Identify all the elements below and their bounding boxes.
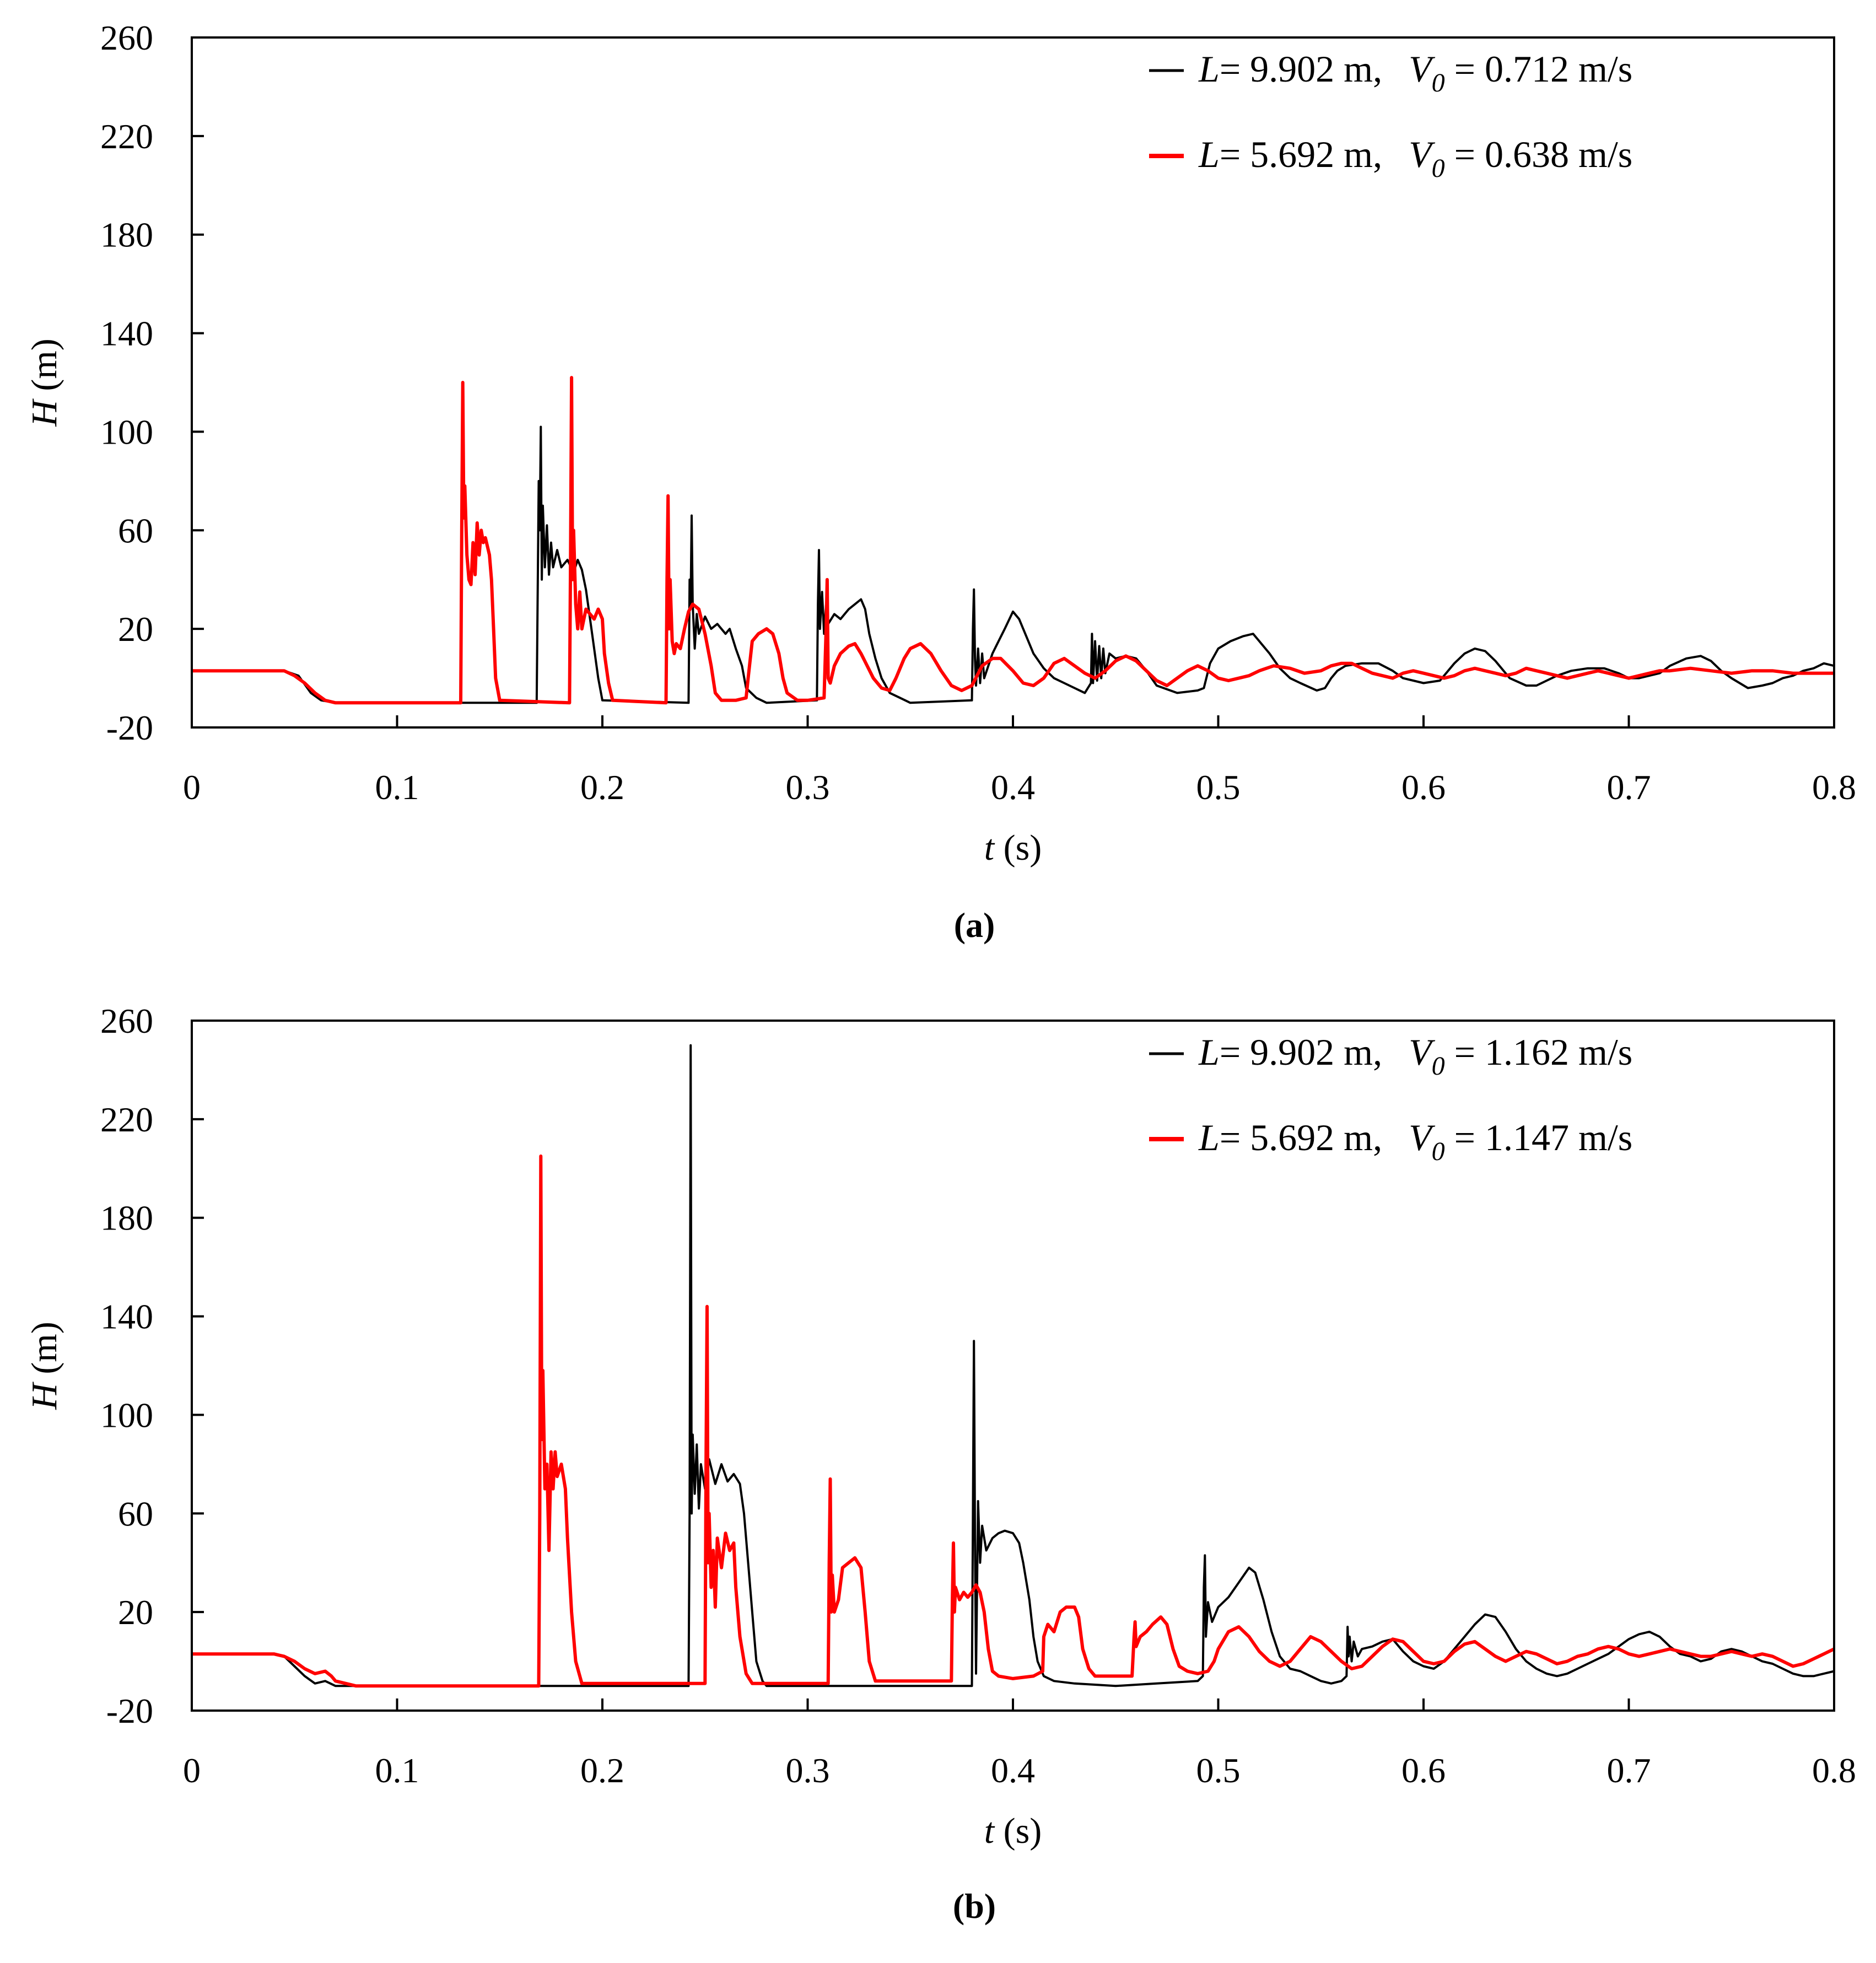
chart-panel-a: 0 0.1 0.2 0.3 0.4 0.5 0.6 0.7 0.8 -20 20 60 100 140 18… [24, 18, 1856, 945]
x-tick-label: 0.5 [1196, 768, 1241, 807]
y-tick-label: 60 [118, 511, 153, 550]
x-tick-label: 0.1 [375, 768, 419, 807]
y-tick-label: 60 [118, 1494, 153, 1533]
y-tick-label: 180 [100, 1199, 153, 1238]
legend-entry-l9902: L= 9.902 m, V0 = 1.162 m/s [1198, 1031, 1632, 1081]
x-tick-label: 0.7 [1607, 768, 1651, 807]
x-tick-label: 0.1 [375, 1751, 419, 1790]
y-axis-title: H (m) [24, 338, 64, 427]
series-line-l9902 [192, 425, 1835, 704]
x-tick-label: 0.6 [1401, 1751, 1446, 1790]
x-tick-label: 0 [183, 1751, 201, 1790]
x-tick-label: 0.6 [1401, 768, 1446, 807]
x-tick-label: 0.5 [1196, 1751, 1241, 1790]
legend-entry-l5692: L= 5.692 m, V0 = 1.147 m/s [1198, 1117, 1632, 1166]
y-tick-label: 100 [100, 412, 153, 451]
series-line-l5692 [192, 376, 1834, 705]
x-tick-label: 0.8 [1812, 768, 1856, 807]
panel-label: (b) [953, 1886, 996, 1926]
y-tick-label: 260 [100, 1001, 153, 1040]
x-axis-title: t (s) [984, 828, 1042, 868]
y-tick-label: 20 [118, 1593, 153, 1632]
x-tick-label: 0.2 [580, 1751, 624, 1790]
x-tick-label: 0.8 [1812, 1751, 1856, 1790]
y-axis-title: H (m) [24, 1322, 64, 1410]
legend-entry-l5692: L= 5.692 m, V0 = 0.638 m/s [1198, 133, 1632, 183]
x-tick-label: 0.2 [580, 768, 624, 807]
x-tick-label: 0.3 [786, 1751, 830, 1790]
y-tick-label: 140 [100, 1297, 153, 1336]
x-tick-label: 0.3 [786, 768, 830, 807]
x-axis-title: t (s) [984, 1811, 1042, 1851]
y-tick-label: 260 [100, 18, 153, 57]
x-tick-label: 0.4 [991, 1751, 1035, 1790]
y-tick-label: 100 [100, 1395, 153, 1435]
y-tick-label: -20 [106, 1691, 153, 1730]
series-line-l5692 [192, 1154, 1835, 1688]
y-tick-label: -20 [106, 708, 153, 747]
y-tick-label: 20 [118, 610, 153, 649]
legend-entry-l9902: L= 9.902 m, V0 = 0.712 m/s [1198, 48, 1632, 98]
y-tick-label: 180 [100, 215, 153, 255]
chart-panel-b: 0 0.1 0.2 0.3 0.4 0.5 0.6 0.7 0.8 -20 20 60 100 140 18… [24, 1001, 1856, 1926]
panel-label: (a) [954, 905, 995, 945]
x-tick-label: 0.4 [991, 768, 1035, 807]
x-tick-label: 0 [183, 768, 201, 807]
y-tick-label: 140 [100, 314, 153, 353]
y-tick-label: 220 [100, 117, 153, 156]
y-tick-label: 220 [100, 1100, 153, 1139]
x-tick-label: 0.7 [1607, 1751, 1651, 1790]
